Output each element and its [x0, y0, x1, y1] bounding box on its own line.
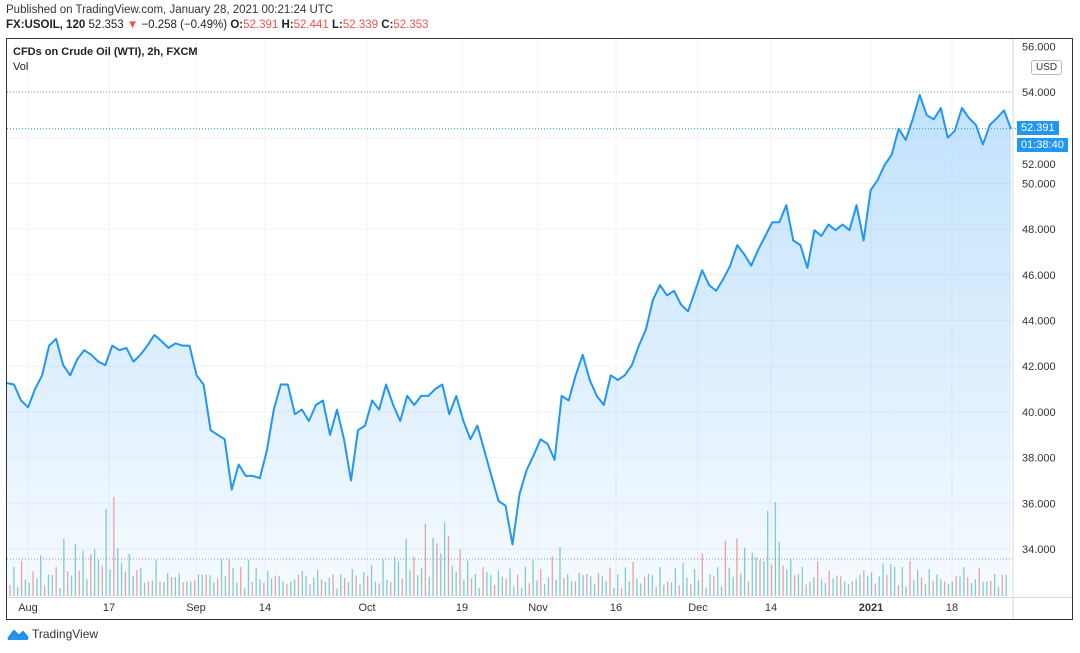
y-tick-label: 40.000	[1022, 407, 1056, 419]
x-tick-label: 16	[610, 602, 622, 614]
bar-countdown: 01:38:40	[1017, 138, 1068, 152]
high-value: 52.441	[293, 19, 329, 31]
tradingview-cloud-icon	[7, 629, 29, 640]
price-change: −0.258 (−0.49%)	[141, 19, 228, 31]
chart-legend: CFDs on Crude Oil (WTI), 2h, FXCM Vol	[13, 45, 198, 75]
down-arrow-icon: ▼	[126, 19, 139, 31]
symbol-info: FX:USOIL, 120 52.353 ▼ −0.258 (−0.49%) O…	[6, 19, 429, 31]
currency-button[interactable]: USD	[1031, 60, 1063, 75]
x-tick-label: 14	[259, 602, 271, 614]
y-tick-label: 48.000	[1022, 224, 1056, 236]
symbol-label: FX:USOIL, 120	[6, 19, 86, 31]
low-label: L:	[332, 19, 343, 31]
y-tick-label: 50.000	[1022, 178, 1056, 190]
price-line	[6, 94, 1012, 546]
x-tick-label: Aug	[18, 602, 38, 614]
x-tick-label: 18	[946, 602, 958, 614]
brand-name: TradingView	[32, 627, 99, 641]
volume-legend: Vol	[13, 61, 29, 73]
series-title: CFDs on Crude Oil (WTI), 2h, FXCM	[13, 46, 198, 58]
y-tick-label: 44.000	[1022, 316, 1056, 328]
x-tick-label: 14	[765, 602, 777, 614]
y-tick-label: 36.000	[1022, 498, 1056, 510]
published-info: Published on TradingView.com, January 28…	[6, 4, 334, 16]
high-label: H:	[281, 19, 294, 31]
y-tick-label: 38.000	[1022, 453, 1056, 465]
open-label: O:	[230, 19, 244, 31]
last-price: 52.353	[88, 19, 124, 31]
tradingview-logo[interactable]: TradingView	[7, 627, 98, 641]
x-tick-label: 17	[103, 602, 115, 614]
x-tick-label: 2021	[859, 602, 883, 614]
y-tick-label: 34.000	[1022, 544, 1056, 556]
y-tick-label: 54.000	[1022, 87, 1056, 99]
chart-frame	[6, 38, 1073, 620]
y-tick-label: 56.000	[1022, 41, 1056, 53]
last-price-tag: 52.391	[1017, 121, 1059, 135]
low-value: 52.339	[342, 19, 379, 31]
x-tick-label: 19	[456, 602, 468, 614]
y-tick-label: 46.000	[1022, 270, 1056, 282]
price-area-fill	[7, 95, 1011, 597]
x-tick-label: Nov	[528, 602, 548, 614]
close-value: 52.353	[393, 19, 429, 31]
x-tick-label: Sep	[186, 602, 206, 614]
close-label: C:	[381, 19, 394, 31]
open-value: 52.391	[243, 19, 279, 31]
y-tick-label: 42.000	[1022, 361, 1056, 373]
x-tick-label: Dec	[688, 602, 708, 614]
x-tick-label: Oct	[358, 602, 375, 614]
y-tick-label: 52.000	[1022, 159, 1056, 171]
